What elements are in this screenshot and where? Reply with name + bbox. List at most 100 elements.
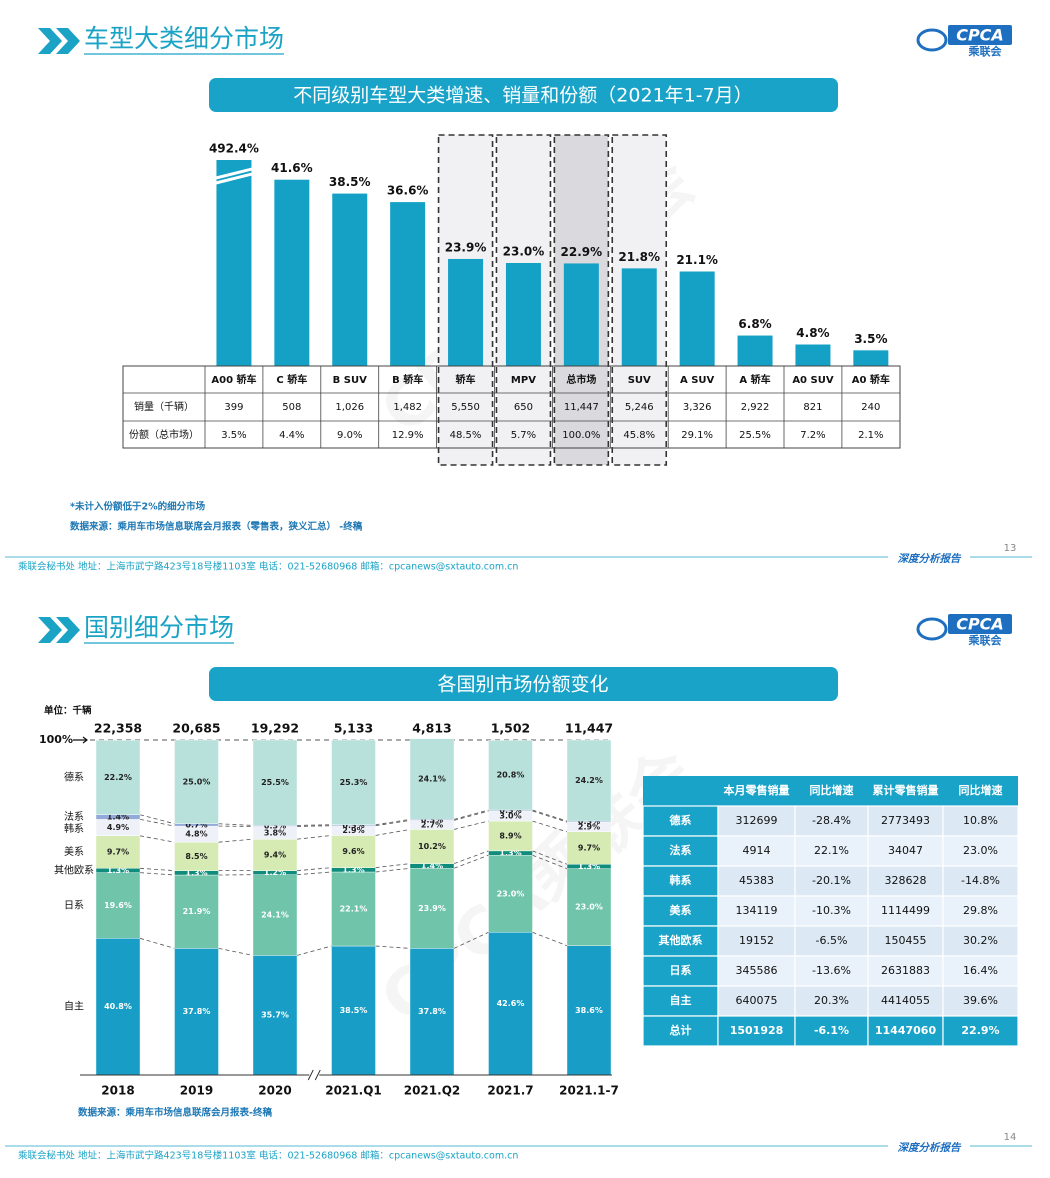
- table-cell: 5.7%: [511, 430, 536, 441]
- table-header: 同比增速: [959, 783, 1003, 797]
- bar: [737, 335, 773, 366]
- bar-segment: [331, 835, 376, 868]
- segment-label: 0.3%: [421, 815, 443, 824]
- table-header-bg: [643, 776, 1018, 806]
- table-cell: 11447060: [875, 1024, 937, 1037]
- x-tick-label: 2021.Q2: [404, 1084, 461, 1098]
- bar-segment: [488, 740, 533, 811]
- table-cell: 7.2%: [800, 430, 825, 441]
- table-cell: 自主: [670, 993, 692, 1007]
- segment-label: 25.0%: [183, 777, 211, 786]
- bar-segment: [252, 739, 298, 826]
- bar: [448, 258, 484, 366]
- table-cell: 19152: [739, 934, 774, 947]
- segment-label: 0.3%: [342, 821, 364, 830]
- segment-label: 38.5%: [340, 1006, 368, 1015]
- unit-label: 单位：千辆: [44, 705, 92, 717]
- table-cell-bg: [942, 895, 1019, 927]
- connector: [139, 937, 175, 949]
- connector: [296, 867, 332, 872]
- connector: [375, 863, 411, 869]
- x-tick-label: 2021.Q1: [325, 1084, 382, 1098]
- note: *未计入份额低于2%的细分市场: [70, 501, 206, 513]
- table-cell: 2773493: [881, 814, 930, 827]
- connector: [532, 809, 568, 822]
- category-label: A0 SUV: [792, 375, 834, 386]
- segment-label: 37.8%: [183, 1007, 211, 1016]
- logo-text: CPCA: [956, 615, 1004, 634]
- connector: [375, 829, 411, 836]
- logo-sub: 乘联会: [968, 633, 1003, 647]
- bar: [679, 271, 715, 366]
- table-cell-bg: [942, 835, 1019, 867]
- category-label: A0 轿车: [852, 373, 890, 386]
- value-label: 22.9%: [561, 245, 603, 259]
- connector: [453, 931, 489, 949]
- connector: [139, 819, 175, 827]
- total-label: 19,292: [251, 721, 299, 736]
- table-cell: 2.1%: [858, 430, 883, 441]
- segment-label: 10.2%: [418, 842, 446, 851]
- connector: [375, 867, 411, 873]
- table-cell: 美系: [670, 903, 692, 917]
- series-label: 美系: [64, 845, 84, 858]
- category-label: C 轿车: [276, 373, 307, 386]
- bar-segment: [409, 868, 455, 949]
- x-tick-label: 2021.1-7: [559, 1084, 619, 1098]
- bar-segment: [488, 932, 533, 1076]
- connector: [453, 809, 489, 820]
- value-label: 21.1%: [676, 253, 718, 267]
- table-cell-bg: [642, 835, 719, 867]
- segment-label: 9.7%: [578, 844, 600, 853]
- segment-label: 4.9%: [107, 823, 129, 832]
- connector: [139, 867, 175, 872]
- table-cell: 328628: [885, 874, 927, 887]
- value-label: 4.8%: [796, 326, 829, 340]
- x-tick-label: 2018: [101, 1084, 134, 1098]
- bar-segment: [95, 938, 141, 1076]
- bar-segment: [409, 738, 455, 820]
- table-cell-bg: [642, 925, 719, 957]
- subtitle-box: [209, 667, 838, 701]
- table-cell-bg: [794, 835, 869, 867]
- segment-label: 3.0%: [499, 812, 521, 821]
- category-label: SUV: [628, 375, 651, 386]
- series-label: 其他欧系: [54, 863, 94, 876]
- table-cell-bg: [794, 865, 869, 897]
- bar-segment: [174, 739, 219, 824]
- connector: [453, 850, 489, 864]
- connector: [453, 810, 489, 821]
- chevron: [38, 617, 80, 643]
- table-cell: 1501928: [730, 1024, 784, 1037]
- chevron: [38, 28, 80, 54]
- table-cell: 11,447: [564, 402, 599, 413]
- table-cell: 45383: [739, 874, 774, 887]
- table-cell-bg: [642, 865, 719, 897]
- segment-label: 1.4%: [107, 813, 129, 822]
- table-cell: 16.4%: [963, 964, 998, 977]
- value-label: 6.8%: [738, 317, 771, 331]
- axis-break: [307, 1069, 321, 1081]
- table-cell: 29.8%: [963, 904, 998, 917]
- connector: [532, 854, 568, 870]
- table-cell-bg: [717, 865, 796, 897]
- page-number: 14: [1004, 1132, 1017, 1143]
- connector: [453, 820, 489, 830]
- table-cell-bg: [942, 985, 1019, 1017]
- table-cell: 4.4%: [279, 430, 304, 441]
- segment-label: 9.6%: [342, 847, 364, 856]
- table-cell: 640075: [736, 994, 778, 1007]
- logo-box: [948, 614, 1012, 634]
- segment-label: 40.8%: [104, 1002, 132, 1011]
- table-cell: 3.5%: [221, 430, 246, 441]
- connector: [218, 823, 254, 826]
- bar-segment: [566, 739, 612, 822]
- category-label: B SUV: [333, 375, 367, 386]
- table-cell: 9.0%: [337, 430, 362, 441]
- bar-segment: [488, 855, 533, 933]
- table-cell-bg: [867, 955, 944, 987]
- table-cell: 399: [224, 402, 243, 413]
- logo-swirl: [916, 617, 948, 641]
